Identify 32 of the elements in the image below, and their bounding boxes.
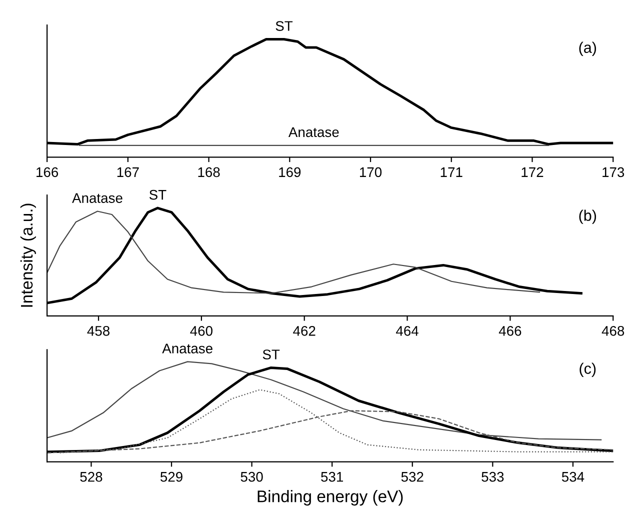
x-tick-label: 169 — [279, 167, 301, 178]
x-tick-label: 532 — [401, 472, 424, 482]
x-tick-label: 529 — [160, 472, 182, 482]
x-axis-title: Binding energy (eV) — [258, 490, 403, 506]
series-label: ST — [276, 21, 293, 31]
annotation: (a) — [579, 42, 596, 56]
x-tick-label: 167 — [117, 167, 139, 178]
x-tick-label: 466 — [498, 326, 522, 336]
x-tick-label: 528 — [80, 472, 102, 482]
x-tick-label: 462 — [293, 326, 316, 336]
y-axis-title: Intensity (a.u.) — [20, 204, 36, 307]
x-tick-label: 531 — [321, 472, 343, 482]
series-label: Anatase — [72, 193, 122, 203]
x-tick-label: 468 — [602, 326, 624, 336]
x-tick-label: 171 — [440, 167, 462, 177]
x-tick-label: 534 — [562, 472, 584, 482]
x-tick-label: 173 — [602, 167, 624, 178]
x-tick-label: 168 — [198, 167, 220, 178]
series-label: Anatase — [162, 344, 212, 354]
series-label: ST — [262, 350, 280, 360]
x-tick-label: 172 — [522, 167, 544, 177]
x-tick-label: 166 — [36, 167, 58, 178]
series-label: Anatase — [288, 127, 339, 138]
annotation: (b) — [579, 210, 596, 224]
x-tick-label: 530 — [240, 472, 263, 482]
x-tick-label: 533 — [482, 472, 504, 482]
annotation: (c) — [580, 362, 596, 377]
x-tick-label: 458 — [87, 326, 110, 336]
x-tick-label: 170 — [360, 167, 382, 178]
x-tick-label: 464 — [396, 326, 418, 336]
series-label: ST — [149, 190, 166, 200]
x-tick-label: 460 — [190, 326, 212, 336]
